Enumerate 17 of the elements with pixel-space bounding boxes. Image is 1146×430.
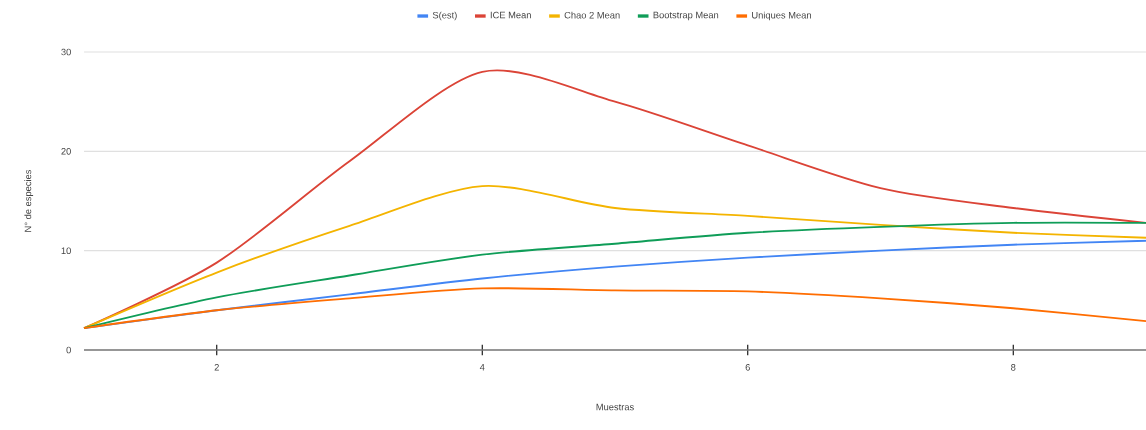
y-tick-label: 0: [66, 346, 71, 354]
y-axis-title: N° de especies: [24, 169, 34, 232]
legend-label: ICE Mean: [490, 11, 531, 19]
x-tick-label: 8: [1011, 364, 1016, 371]
legend-label: S(est): [432, 11, 457, 21]
x-axis-title: Muestras: [596, 403, 634, 411]
y-tick-label: 10: [61, 247, 71, 254]
y-tick-label: 20: [61, 148, 71, 155]
x-tick-label: 4: [479, 364, 485, 371]
line-series: [83, 287, 1146, 330]
line-series: [83, 185, 1146, 330]
legend-label: Uniques Mean: [752, 11, 811, 21]
y-tick-label: 30: [61, 48, 71, 56]
x-tick-label: 6: [745, 364, 750, 371]
x-tick-label: 2: [214, 364, 219, 371]
legend-label: Chao 2 Mean: [564, 11, 620, 19]
legend-label: Bootstrap Mean: [653, 11, 719, 21]
